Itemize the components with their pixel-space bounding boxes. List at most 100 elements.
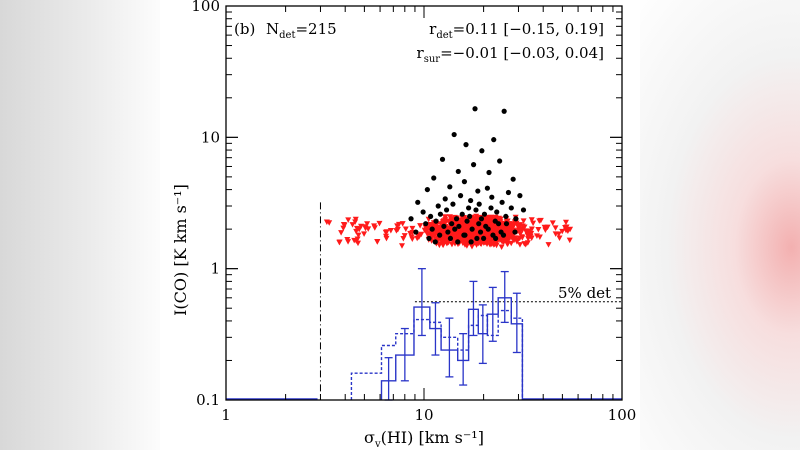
upper-limit-point [354,240,361,247]
upper-limit-point [513,237,520,244]
upper-limit-point [516,242,523,248]
upper-limit-point [336,239,343,246]
detection-point [439,156,446,162]
upper-limit-point [430,232,437,238]
upper-limit-point [358,223,365,230]
upper-limit-point [382,229,389,236]
upper-limit-point [387,227,394,234]
upper-limit-point [562,219,569,226]
upper-limit-point [409,225,416,232]
upper-limit-point [432,223,439,229]
detection-point [481,235,487,242]
r-det-value: =0.11 [−0.15, 0.19] [453,20,604,38]
detection-point [428,213,434,220]
detection-point [464,218,470,224]
r-sur-symbol: r [417,44,425,62]
detection-point [477,229,484,235]
upper-limit-point [446,214,453,220]
upper-limit-point [556,235,563,241]
upper-limit-point [441,214,448,220]
upper-limit-point [353,228,360,235]
five-percent-label: 5% det [558,284,611,302]
upper-limit-point [506,227,513,234]
detection-point [408,216,414,222]
x-axis-label: σv(HI) [km s⁻¹] [364,428,484,450]
upper-limit-point [486,217,493,223]
detection-point [447,235,454,242]
upper-limit-point [545,242,552,248]
upper-limit-point [400,236,407,242]
detection-point [455,168,461,175]
upper-limit-point [484,233,491,240]
detection-point [476,221,482,227]
detection-point [424,186,430,193]
detection-point [441,223,447,229]
detection-point [455,239,461,245]
detection-point [433,218,439,224]
detection-point [463,142,469,148]
detection-point [479,148,485,154]
detection-point [451,131,457,138]
detection-point [423,221,429,227]
y-axis-label: I(CO) [K km s⁻¹] [171,184,190,316]
upper-limit-point [355,232,362,239]
ndet-annotation: Ndet=215 [266,20,337,41]
upper-limit-point [402,226,409,232]
detection-point [442,196,448,202]
detection-limit-line-group [319,202,622,400]
upper-limit-point [492,230,499,237]
upper-limit-point [362,225,369,232]
detection-point [461,232,467,238]
r-sur-value: =−0.01 [−0.03, 0.04] [440,44,604,62]
upper-limit-point [326,220,333,226]
upper-limit-point [464,224,471,230]
fraction-solid-step [380,297,524,400]
upper-limit-point [440,242,447,248]
r-det-symbol: r [429,20,437,38]
detection-point [475,188,481,194]
upper-limit-point [552,231,559,237]
plot-border [225,5,623,401]
x-axis-symbol: σ [364,428,375,447]
upper-limit-point [528,226,535,232]
upper-limit-point [516,235,523,242]
y-tick-label: 0.1 [196,391,220,409]
background-blur-left [0,0,170,450]
upper-limit-point [352,216,359,223]
detection-point [452,226,458,232]
ndet-value: =215 [295,20,336,38]
upper-limit-point [364,221,371,227]
upper-limit-point [510,222,517,228]
fraction-dashed-step [350,309,524,400]
upper-limit-point [520,218,527,224]
x-tick-label: 100 [608,406,637,424]
upper-limit-point [503,231,510,237]
detection-point [426,235,432,242]
upper-limit-point [487,242,494,248]
upper-limit-point [457,221,464,227]
detection-point [429,226,435,232]
upper-limit-point [462,238,469,244]
detection-point [415,199,421,205]
upper-limit-point [394,223,401,229]
detection-point [413,229,419,235]
upper-limit-point [567,226,574,233]
upper-limit-point [376,220,383,227]
upper-limit-point [409,236,416,242]
detection-fraction-histogram [226,268,622,401]
upper-limit-point [415,234,422,241]
detection-point [497,158,503,164]
upper-limit-point [552,225,559,231]
upper-limit-point [536,234,543,240]
detection-point [437,211,443,217]
detection-point [491,137,497,143]
upper-limit-point [461,242,468,248]
detection-point [457,193,464,199]
upper-limit-point [508,240,515,247]
upper-limit-point [444,240,451,246]
detection-point [432,239,438,245]
detection-point [484,185,490,191]
detection-point [449,221,455,227]
upper-limit-point [352,219,359,225]
